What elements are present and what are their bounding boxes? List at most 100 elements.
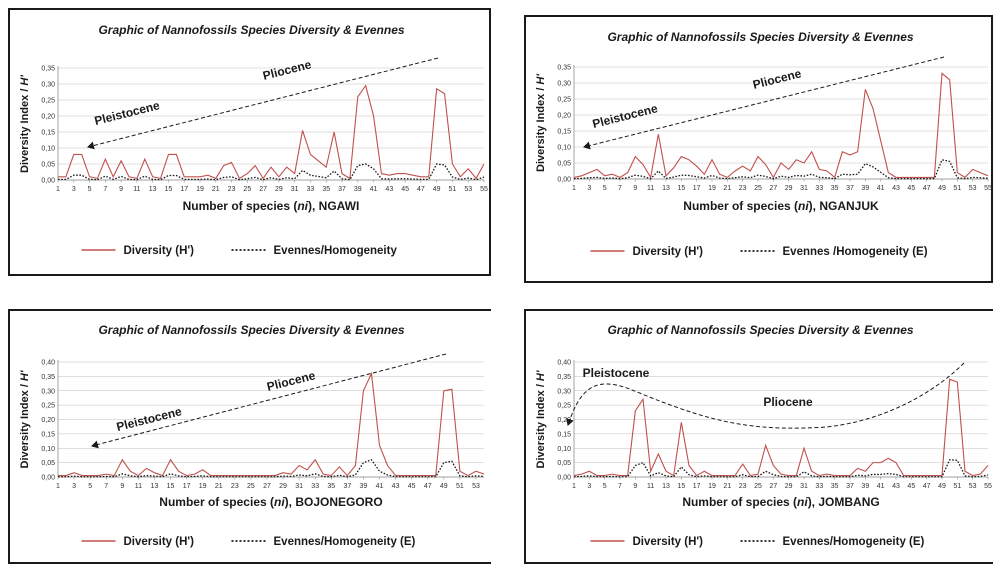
x-tick-label: 25 [247, 483, 255, 490]
x-tick-label: 5 [603, 483, 607, 490]
y-tick-label: 0,20 [557, 113, 571, 120]
y-tick-label: 0,25 [41, 98, 55, 105]
x-tick-label: 17 [183, 483, 191, 490]
x-tick-label: 43 [892, 185, 900, 192]
y-tick-label: 0,15 [557, 129, 571, 136]
y-tick-label: 0,20 [557, 417, 571, 424]
y-tick-label: 0,30 [41, 388, 55, 395]
x-tick-label: 35 [327, 483, 335, 490]
series-line-diversity [58, 371, 485, 477]
x-tick-label: 49 [938, 483, 946, 490]
y-tick-label: 0,00 [557, 475, 571, 482]
y-tick-label: 0,25 [41, 403, 55, 410]
x-tick-label: 3 [587, 483, 591, 490]
x-tick-label: 37 [846, 483, 854, 490]
x-tick-label: 23 [739, 483, 747, 490]
epoch-trend-arrow [566, 362, 965, 429]
x-axis-label: Number of species (ni), BOJONEGORO [159, 495, 382, 509]
y-tick-label: 0,35 [557, 374, 571, 381]
x-tick-label: 51 [953, 483, 961, 490]
legend-label-diversity: Diversity (H') [633, 536, 704, 548]
y-tick-label: 0,10 [41, 446, 55, 453]
x-tick-label: 7 [618, 483, 622, 490]
x-tick-label: 55 [984, 185, 992, 192]
x-tick-label: 43 [392, 483, 400, 490]
y-tick-label: 0,15 [557, 431, 571, 438]
y-tick-label: 0,35 [41, 66, 55, 73]
y-tick-label: 0,00 [41, 178, 55, 185]
x-tick-label: 43 [385, 186, 393, 193]
x-tick-label: 51 [953, 185, 961, 192]
x-tick-label: 53 [969, 483, 977, 490]
x-tick-label: 45 [401, 186, 409, 193]
x-tick-label: 15 [677, 483, 685, 490]
x-tick-label: 25 [243, 186, 251, 193]
y-axis-label: Diversity Index / H' [535, 74, 547, 172]
annotation-pliocene: Pliocene [265, 368, 317, 394]
chart-title: Graphic of Nannofossils Species Diversit… [98, 323, 404, 337]
x-tick-label: 41 [376, 483, 384, 490]
series-line-evenness [573, 459, 989, 478]
y-tick-label: 0,25 [557, 403, 571, 410]
x-tick-label: 39 [861, 483, 869, 490]
x-tick-label: 1 [56, 483, 60, 490]
x-tick-label: 45 [907, 483, 915, 490]
x-tick-label: 41 [877, 483, 885, 490]
y-tick-label: 0,30 [41, 82, 55, 89]
x-tick-label: 31 [291, 186, 299, 193]
x-tick-label: 35 [831, 483, 839, 490]
legend-label-evenness: Evennes/Homogeneity (E) [274, 536, 416, 548]
x-tick-label: 47 [417, 186, 425, 193]
y-tick-label: 0,35 [557, 65, 571, 72]
x-tick-label: 39 [354, 186, 362, 193]
chart-panel-bojonegoro: Graphic of Nannofossils Species Diversit… [8, 309, 491, 564]
x-tick-label: 7 [103, 186, 107, 193]
x-tick-label: 13 [662, 483, 670, 490]
legend-label-diversity: Diversity (H') [124, 536, 195, 548]
annotation-pleistocene: Pleistocene [591, 101, 659, 131]
chart-panel-ngawi: Graphic of Nannofossils Species Diversit… [8, 8, 491, 276]
y-tick-label: 0,10 [557, 446, 571, 453]
epoch-trend-arrow [583, 56, 945, 150]
x-tick-label: 17 [693, 185, 701, 192]
x-tick-label: 1 [572, 185, 576, 192]
y-axis-label: Diversity Index / H' [19, 370, 31, 468]
y-tick-label: 0,40 [41, 360, 55, 367]
x-tick-label: 23 [228, 186, 236, 193]
chart-title: Graphic of Nannofossils Species Diversit… [98, 23, 404, 37]
x-tick-label: 55 [984, 483, 992, 490]
x-tick-label: 25 [754, 483, 762, 490]
chart-title: Graphic of Nannofossils Species Diversit… [607, 30, 913, 44]
y-tick-label: 0,20 [41, 417, 55, 424]
x-tick-label: 35 [322, 186, 330, 193]
y-tick-label: 0,25 [557, 97, 571, 104]
x-tick-label: 15 [677, 185, 685, 192]
x-tick-label: 3 [72, 186, 76, 193]
x-tick-label: 33 [815, 483, 823, 490]
x-tick-label: 51 [456, 483, 464, 490]
x-tick-label: 11 [647, 483, 654, 490]
x-tick-label: 37 [846, 185, 854, 192]
y-tick-label: 0,15 [41, 431, 55, 438]
x-tick-label: 1 [572, 483, 576, 490]
x-tick-label: 53 [472, 483, 480, 490]
x-tick-label: 5 [88, 186, 92, 193]
legend-label-diversity: Diversity (H') [633, 246, 704, 258]
annotation-pleistocene: Pleistocene [115, 404, 183, 434]
x-tick-label: 41 [370, 186, 378, 193]
chart-panel-nganjuk: Graphic of Nannofossils Species Diversit… [524, 15, 993, 283]
y-tick-label: 0,20 [41, 114, 55, 121]
x-tick-label: 13 [662, 185, 670, 192]
x-tick-label: 47 [424, 483, 432, 490]
annotation-pleistocene: Pleistocene [583, 366, 650, 380]
series-line-diversity [573, 72, 989, 179]
x-tick-label: 21 [723, 185, 731, 192]
x-tick-label: 31 [800, 483, 808, 490]
y-axis-label: Diversity Index / H' [19, 75, 31, 173]
x-tick-label: 33 [307, 186, 315, 193]
epoch-trend-arrow [91, 353, 447, 449]
x-tick-label: 33 [815, 185, 823, 192]
x-tick-label: 31 [295, 483, 303, 490]
x-tick-label: 31 [800, 185, 808, 192]
x-tick-label: 3 [587, 185, 591, 192]
